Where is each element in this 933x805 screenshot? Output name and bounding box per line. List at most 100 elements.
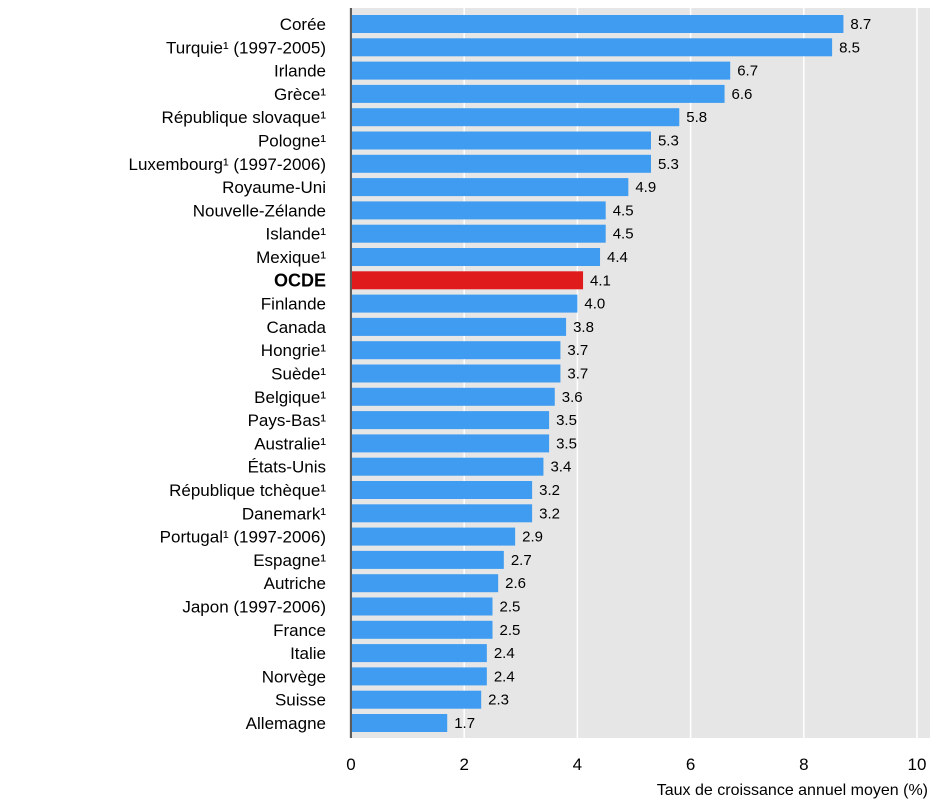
- value-label: 8.7: [850, 16, 871, 33]
- value-label: 1.7: [454, 715, 475, 732]
- category-label: France: [273, 621, 326, 640]
- value-label: 3.5: [556, 412, 577, 429]
- category-label: Grèce¹: [274, 85, 326, 104]
- bar: [352, 108, 680, 127]
- category-label: Allemagne: [246, 714, 326, 733]
- bar: [352, 294, 578, 313]
- bar: [352, 644, 487, 663]
- category-label: Mexique¹: [256, 248, 326, 267]
- category-label: États-Unis: [248, 458, 326, 477]
- category-label: Portugal¹ (1997-2006): [160, 528, 326, 547]
- bar: [352, 131, 651, 150]
- value-label: 2.5: [500, 622, 521, 639]
- value-label: 3.6: [562, 389, 583, 406]
- category-label: Canada: [266, 318, 326, 337]
- value-label: 4.1: [590, 272, 611, 289]
- category-label: Turquie¹ (1997-2005): [166, 38, 326, 57]
- value-label: 5.3: [658, 133, 679, 150]
- value-label: 8.5: [839, 39, 860, 56]
- value-labels: 8.78.56.76.65.85.35.34.94.54.54.44.14.03…: [454, 16, 871, 732]
- bar: [352, 527, 516, 546]
- value-label: 3.7: [567, 342, 588, 359]
- bar: [352, 201, 606, 220]
- x-axis-ticks: 0 2 4 6 8 10: [346, 755, 926, 774]
- value-label: 4.5: [613, 202, 634, 219]
- value-label: 3.4: [550, 459, 571, 476]
- category-label: Islande¹: [266, 225, 327, 244]
- bar-highlight: [352, 271, 584, 290]
- bar: [352, 178, 629, 197]
- x-tick-label: 2: [459, 755, 468, 774]
- category-label: Pays-Bas¹: [248, 411, 327, 430]
- category-label: Danemark¹: [242, 504, 326, 523]
- bars-group: [352, 15, 844, 732]
- value-label: 2.5: [500, 599, 521, 616]
- category-label: Hongrie¹: [261, 341, 327, 360]
- bar: [352, 481, 533, 499]
- value-label: 4.5: [613, 226, 634, 243]
- category-label: Luxembourg¹ (1997-2006): [128, 155, 326, 174]
- value-label: 2.4: [494, 645, 515, 662]
- category-label: Espagne¹: [253, 551, 326, 570]
- value-label: 2.3: [488, 692, 509, 709]
- bar: [352, 61, 731, 80]
- value-label: 4.0: [584, 296, 605, 313]
- category-label: Corée: [280, 15, 326, 34]
- bar: [352, 84, 725, 103]
- category-label: Finlande: [261, 295, 326, 314]
- category-label: Irlande: [274, 62, 326, 81]
- bar: [352, 434, 550, 453]
- value-label: 3.2: [539, 505, 560, 522]
- x-tick-label: 4: [573, 755, 582, 774]
- value-label: 3.8: [573, 319, 594, 336]
- bar: [352, 317, 567, 336]
- x-tick-label: 8: [799, 755, 808, 774]
- category-label: Norvège: [262, 667, 326, 686]
- category-label: Japon (1997-2006): [182, 598, 326, 617]
- bar: [352, 224, 606, 243]
- bar: [352, 387, 555, 406]
- bar: [352, 597, 493, 616]
- bar: [352, 714, 448, 732]
- x-tick-label: 0: [346, 755, 355, 774]
- bar: [352, 457, 544, 476]
- x-axis-title: Taux de croissance annuel moyen (%): [657, 782, 928, 799]
- grid-lines: [463, 8, 918, 738]
- x-tick-label: 10: [908, 755, 927, 774]
- value-label: 3.7: [567, 366, 588, 383]
- bar: [352, 620, 493, 639]
- value-label: 3.5: [556, 435, 577, 452]
- bar: [352, 15, 844, 33]
- bar: [352, 690, 482, 709]
- category-label: République slovaque¹: [162, 108, 327, 127]
- value-label: 5.8: [686, 109, 707, 126]
- value-label: 6.6: [732, 86, 753, 103]
- bar: [352, 364, 561, 383]
- value-label: 5.3: [658, 156, 679, 173]
- category-label: Australie¹: [254, 434, 326, 453]
- category-label: Royaume-Uni: [222, 178, 326, 197]
- bar: [352, 38, 833, 57]
- value-label: 2.6: [505, 575, 526, 592]
- value-label: 3.2: [539, 482, 560, 499]
- category-label: Autriche: [264, 574, 326, 593]
- value-label: 4.9: [635, 179, 656, 196]
- bar: [352, 574, 499, 593]
- category-label: OCDE: [274, 270, 326, 290]
- category-label: Suisse: [275, 691, 326, 710]
- category-labels: Corée Turquie¹ (1997-2005) Irlande Grèce¹ Ré…: [128, 15, 326, 733]
- category-label: Nouvelle-Zélande: [193, 201, 326, 220]
- category-label: Suède¹: [271, 365, 326, 384]
- category-label: Pologne¹: [258, 132, 326, 151]
- category-label: Belgique¹: [254, 388, 326, 407]
- category-label: République tchèque¹: [169, 481, 326, 500]
- x-tick-label: 6: [686, 755, 695, 774]
- bar: [352, 248, 601, 266]
- value-label: 6.7: [737, 63, 758, 80]
- value-label: 2.4: [494, 668, 515, 685]
- bar: [352, 504, 533, 523]
- bar: [352, 154, 651, 173]
- value-label: 2.7: [511, 552, 532, 569]
- value-label: 2.9: [522, 529, 543, 546]
